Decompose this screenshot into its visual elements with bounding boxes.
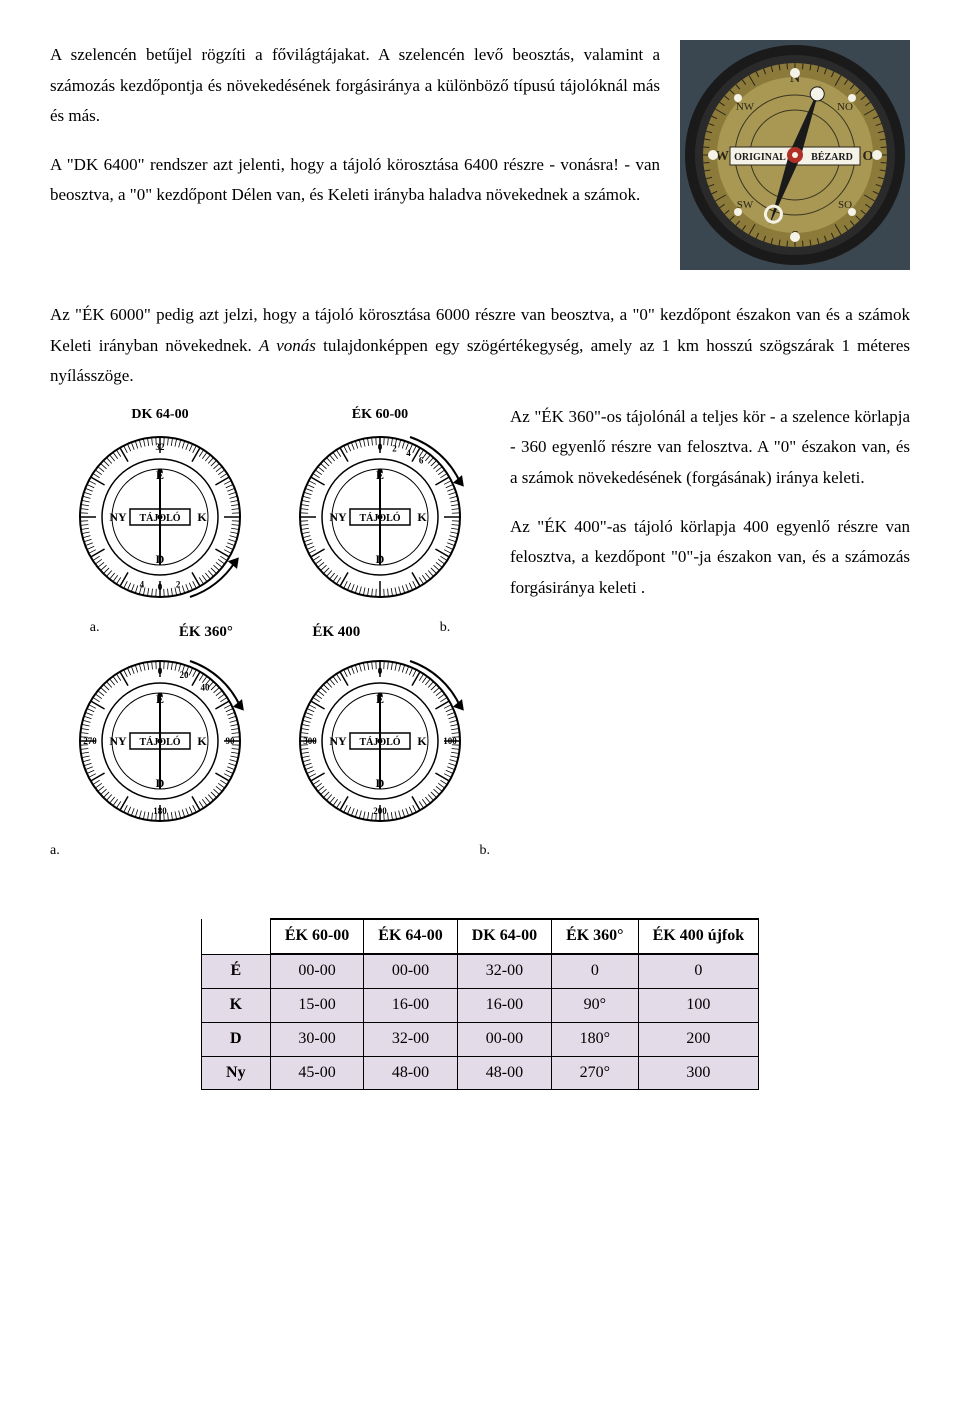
table-cell: 32-00 [457, 954, 551, 988]
table-header-4: ÉK 360° [552, 919, 639, 954]
table-row: D30-0032-0000-00180°200 [201, 1022, 758, 1056]
paragraph-2: A "DK 6400" rendszer azt jelenti, hogy a… [50, 150, 660, 211]
table-row-header: É [201, 954, 270, 988]
paragraph-5: Az "ÉK 400"-as tájoló körlapja 400 egyen… [510, 512, 910, 604]
photo-o-label: O [863, 149, 874, 164]
svg-text:200: 200 [373, 806, 387, 816]
dial-ek400: 0100200300ÉKDNYTÁJOLÓ [280, 651, 480, 842]
compass-diagrams: DK 64-00 32024ÉKDNYTÁJOLÓ ÉK 60-00 0246É… [50, 402, 490, 869]
dial-ek360: 0204090180270ÉKDNYTÁJOLÓ [60, 651, 260, 842]
ek6000-label: ÉK 60-00 [280, 402, 480, 427]
svg-text:4: 4 [406, 448, 411, 458]
paragraph-1: A szelencén betűjel rögzíti a fővilágtáj… [50, 40, 660, 132]
dial-ek60: ÉK 60-00 0246ÉKDNYTÁJOLÓ [280, 402, 480, 618]
table-header-1: ÉK 60-00 [270, 919, 363, 954]
svg-text:90: 90 [226, 736, 236, 746]
table-cell: 32-00 [364, 1022, 457, 1056]
svg-text:K: K [197, 734, 207, 748]
photo-label-left: ORIGINAL [734, 152, 786, 163]
table-header-5: ÉK 400 újfok [638, 919, 759, 954]
svg-text:NY: NY [329, 510, 347, 524]
svg-text:100: 100 [443, 736, 457, 746]
svg-text:K: K [197, 510, 207, 524]
table-row: Ny45-0048-0048-00270°300 [201, 1056, 758, 1090]
table-header-row: ÉK 60-00 ÉK 64-00 DK 64-00 ÉK 360° ÉK 40… [201, 919, 758, 954]
table-cell: 00-00 [270, 954, 363, 988]
table-cell: 200 [638, 1022, 759, 1056]
photo-label-right: BÉZARD [811, 151, 853, 163]
photo-no-label: NO [837, 101, 853, 113]
dial-dk64: DK 64-00 32024ÉKDNYTÁJOLÓ [60, 402, 260, 618]
svg-text:NY: NY [329, 734, 347, 748]
ek360-label: ÉK 360° [179, 619, 233, 646]
svg-text:K: K [417, 734, 427, 748]
svg-text:0: 0 [378, 442, 383, 452]
table-row-header: Ny [201, 1056, 270, 1090]
table-cell: 00-00 [364, 954, 457, 988]
table-cell: 48-00 [364, 1056, 457, 1090]
compass-table: ÉK 60-00 ÉK 64-00 DK 64-00 ÉK 360° ÉK 40… [201, 918, 759, 1090]
table-cell: 180° [552, 1022, 639, 1056]
table-row: K15-0016-0016-0090°100 [201, 988, 758, 1022]
compass-photo: N O S W NO SO SW NW ORIGINAL BÉZARD [680, 40, 910, 270]
table-header-2: ÉK 64-00 [364, 919, 457, 954]
table-header-blank [201, 919, 270, 954]
svg-text:K: K [417, 510, 427, 524]
table-cell: 0 [638, 954, 759, 988]
svg-text:32: 32 [156, 442, 166, 452]
paragraph-3: Az "ÉK 6000" pedig azt jelzi, hogy a táj… [50, 300, 910, 392]
photo-nw-label: NW [736, 101, 755, 113]
table-cell: 00-00 [457, 1022, 551, 1056]
label-a-1: a. [90, 615, 100, 640]
label-a-2: a. [50, 838, 60, 863]
table-cell: 90° [552, 988, 639, 1022]
table-row: É00-0000-0032-0000 [201, 954, 758, 988]
top-text-block: A szelencén betűjel rögzíti a fővilágtáj… [50, 40, 660, 270]
dk6400-label: DK 64-00 [60, 402, 260, 427]
label-b-2: b. [480, 838, 491, 863]
svg-text:300: 300 [303, 736, 317, 746]
mid-section: Az "ÉK 6000" pedig azt jelzi, hogy a táj… [50, 300, 910, 868]
table-cell: 45-00 [270, 1056, 363, 1090]
ek400-label: ÉK 400 [312, 619, 360, 646]
table-cell: 15-00 [270, 988, 363, 1022]
svg-text:4: 4 [140, 580, 145, 590]
table-cell: 100 [638, 988, 759, 1022]
top-section: A szelencén betűjel rögzíti a fővilágtáj… [50, 40, 910, 270]
table-row-header: D [201, 1022, 270, 1056]
svg-text:NY: NY [109, 510, 127, 524]
svg-text:NY: NY [109, 734, 127, 748]
svg-text:270: 270 [83, 736, 97, 746]
table-cell: 48-00 [457, 1056, 551, 1090]
table-cell: 0 [552, 954, 639, 988]
svg-text:0: 0 [158, 666, 163, 676]
table-cell: 16-00 [364, 988, 457, 1022]
paragraph-4: Az "ÉK 360"-os tájolónál a teljes kör - … [510, 402, 910, 494]
svg-text:40: 40 [200, 682, 210, 692]
table-cell: 30-00 [270, 1022, 363, 1056]
table-cell: 300 [638, 1056, 759, 1090]
svg-text:6: 6 [419, 455, 424, 465]
table-cell: 16-00 [457, 988, 551, 1022]
svg-text:20: 20 [179, 670, 189, 680]
table-row-header: K [201, 988, 270, 1022]
svg-text:0: 0 [378, 666, 383, 676]
intro-italic: A vonás [259, 336, 316, 355]
svg-text:2: 2 [176, 580, 181, 590]
svg-text:180: 180 [153, 806, 167, 816]
svg-text:2: 2 [392, 443, 397, 453]
mid-right-text: Az "ÉK 360"-os tájolónál a teljes kör - … [510, 402, 910, 622]
table-header-3: DK 64-00 [457, 919, 551, 954]
label-b-1: b. [440, 615, 451, 640]
table-cell: 270° [552, 1056, 639, 1090]
svg-text:0: 0 [158, 582, 163, 592]
